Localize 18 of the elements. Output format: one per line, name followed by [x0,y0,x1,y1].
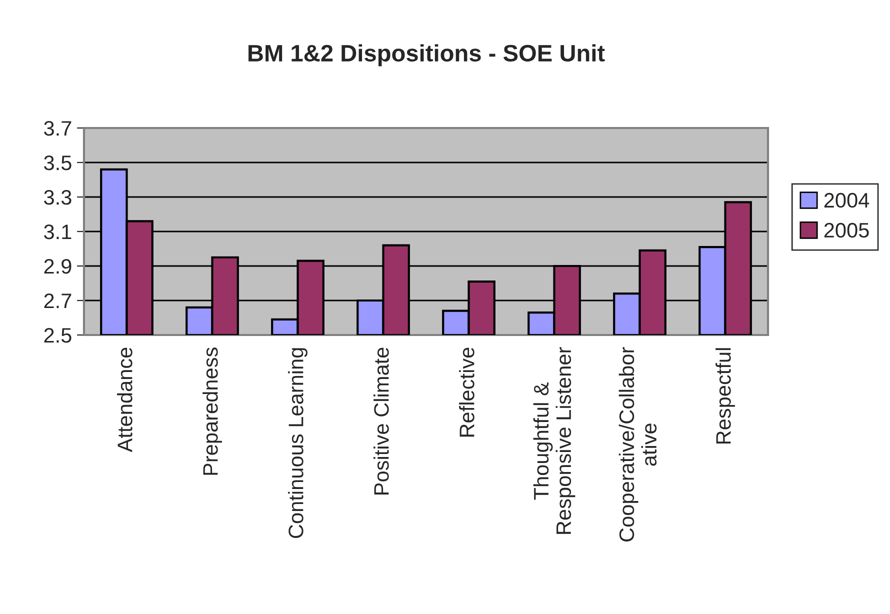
y-tick-label: 2.7 [44,294,72,308]
x-tick-label: Continuous Learning [288,348,308,538]
y-tick-label: 2.9 [44,259,72,274]
x-tick-label: Thoughtful & Responsive Listener [533,347,576,534]
y-tick-label: 2.5 [44,328,72,343]
chart-title: BM 1&2 Dispositions - SOE Unit [248,44,605,66]
x-tick-label: Cooperative/Collabor ative [618,347,657,542]
y-tick-label: 3.5 [44,156,72,170]
x-tick-label: Attendance [117,348,132,452]
x-tick-label: Reflective [459,348,474,437]
y-tick-label: 3.3 [44,190,72,205]
legend-label: 2005 [824,222,869,238]
x-tick-label: Respectful [716,348,735,444]
legend-label: 2004 [824,192,870,208]
x-tick-label: Positive Climate [374,348,389,494]
x-tick-label: Preparedness [202,348,222,475]
y-tick-label: 3.7 [44,121,72,136]
y-tick-label: 3.1 [44,224,72,240]
